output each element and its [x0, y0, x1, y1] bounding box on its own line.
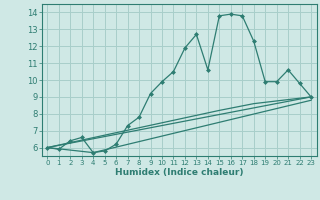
- X-axis label: Humidex (Indice chaleur): Humidex (Indice chaleur): [115, 168, 244, 177]
